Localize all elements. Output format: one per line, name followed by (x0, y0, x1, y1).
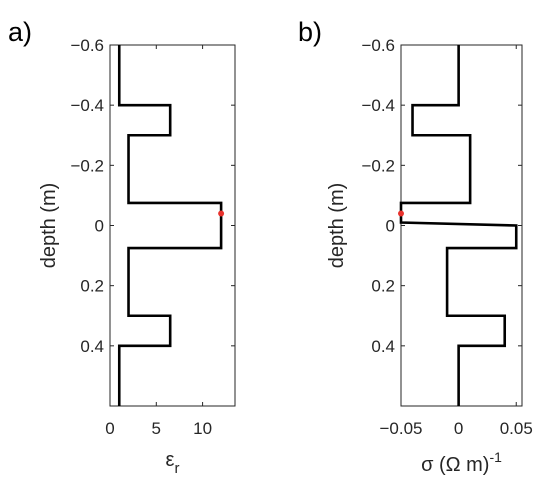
x-tick-label: 0.05 (500, 419, 533, 438)
panel-label: b) (298, 17, 322, 47)
y-tick-label: −0.2 (361, 156, 395, 175)
x-tick-label: 0 (105, 419, 114, 438)
y-tick-label: 0 (386, 217, 395, 236)
x-tick-label: 5 (152, 419, 161, 438)
y-axis-label: depth (m) (38, 183, 60, 269)
y-tick-label: 0 (95, 217, 104, 236)
x-axis-label-main: ε (166, 449, 175, 471)
x-axis-label: εr (166, 449, 180, 477)
y-tick-label: −0.6 (361, 36, 395, 55)
y-tick-label: −0.6 (70, 36, 104, 55)
panel-label: a) (8, 17, 32, 47)
y-tick-label: −0.4 (70, 96, 104, 115)
x-tick-label: −0.05 (379, 419, 422, 438)
axes-box (109, 44, 236, 407)
x-axis-label-subscript: r (174, 460, 179, 477)
y-tick-label: 0.4 (80, 337, 104, 356)
profile-line (117, 45, 223, 406)
y-tick-label: 0.2 (371, 277, 395, 296)
x-tick-label: 10 (193, 419, 212, 438)
data-point-marker (218, 210, 225, 217)
x-axis-label: σ (Ω m)-1 (421, 449, 502, 476)
x-tick-label: 0 (454, 419, 463, 438)
chart-panel-2: −0.6 −0.4 −0.2 0 0.2 0.4 −0.05 0 0.05 depth (m) σ … (298, 17, 533, 476)
chart-panel-1: −0.6 −0.4 −0.2 0 0.2 0.4 0 5 10 depth (m) εr a) (8, 17, 236, 477)
x-axis-label-superscript: -1 (489, 449, 502, 465)
data-point-marker (398, 210, 404, 217)
x-axis-label-main: σ (Ω m) (421, 454, 489, 476)
y-tick-label: 0.4 (371, 337, 395, 356)
y-tick-label: 0.2 (80, 277, 104, 296)
y-axis-label: depth (m) (326, 183, 348, 269)
y-tick-label: −0.2 (70, 156, 104, 175)
y-tick-label: −0.4 (361, 96, 395, 115)
profile-line (399, 45, 518, 406)
